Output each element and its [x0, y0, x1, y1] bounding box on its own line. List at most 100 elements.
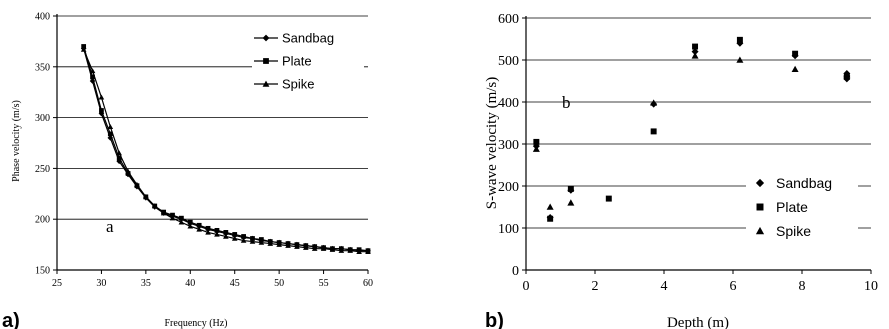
panel-b-legend-marker-plate	[756, 203, 764, 211]
panel-a-y-tick-label: 350	[35, 62, 50, 73]
panel-a-x-tick-label: 60	[363, 278, 373, 289]
panel-b-point-plate	[567, 185, 574, 192]
panel-b-legend-marker-sandbag	[755, 178, 765, 188]
panel-b-y-tick-label: 200	[498, 180, 519, 195]
panel-a-point-plate	[99, 108, 104, 113]
panel-a-point-sandbag	[107, 135, 114, 141]
panel-b-point-spike	[650, 99, 658, 106]
panel-a-point-spike	[169, 215, 176, 221]
panel-a-y-tick-label: 400	[35, 12, 50, 23]
panel-a-point-spike	[214, 231, 220, 237]
panel-b-point-plate	[547, 215, 554, 222]
panel-a-legend-box	[252, 24, 364, 100]
panel-a-point-plate	[232, 232, 238, 237]
panel-a-point-spike	[116, 150, 122, 156]
panel-a-legend-marker-spike	[262, 80, 270, 87]
panel-a-point-spike	[276, 241, 282, 247]
panel-a-y-tick-label: 200	[35, 215, 50, 226]
panel-b-y-tick-label: 0	[512, 264, 519, 279]
panel-b-point-plate	[605, 195, 612, 202]
panel-a-point-spike	[80, 46, 87, 52]
panel-b-label: b)	[485, 310, 504, 329]
panel-b-x-tick-label: 10	[864, 279, 878, 294]
panel-a-y-axis-label: Phase velocity (m/s)	[11, 100, 22, 182]
panel-b-x-axis-label: Depth (m)	[667, 315, 729, 329]
panel-a-x-tick-label: 50	[274, 278, 284, 289]
panel-b-y-tick-label: 100	[498, 222, 519, 237]
panel-a-legend-label-spike: Spike	[282, 77, 315, 92]
panel-a-point-spike	[187, 223, 194, 229]
panel-b-y-tick-label: 500	[498, 54, 519, 69]
panel-a-point-spike	[107, 123, 114, 129]
panel-b-y-tick-label: 400	[498, 96, 519, 111]
panel-a-legend-marker-sandbag	[262, 34, 270, 42]
panel-a-point-spike	[231, 235, 238, 241]
panel-b-legend-marker-spike	[755, 226, 765, 235]
panel-a-point-spike	[320, 245, 327, 251]
panel-a-point-spike	[143, 194, 149, 200]
panel-a-point-spike	[178, 219, 185, 225]
panel-b-x-tick-label: 6	[730, 279, 737, 294]
panel-a-point-spike	[356, 248, 362, 254]
panel-a-point-plate	[116, 155, 122, 161]
panel-a-x-axis-label: Frequency (Hz)	[164, 318, 227, 329]
panel-a-point-spike	[151, 203, 158, 209]
panel-b-x-tick-label: 0	[523, 279, 530, 294]
panel-a-point-plate	[205, 225, 211, 231]
panel-a-legend-marker-plate	[263, 58, 269, 64]
panel-b-legend-label-spike: Spike	[776, 223, 811, 239]
panel-a-point-plate	[187, 219, 193, 225]
panel-b-annotation: b	[562, 93, 571, 112]
panel-a-point-spike	[205, 229, 211, 235]
panel-b-legend-label-sandbag: Sandbag	[776, 175, 832, 191]
panel-a-point-plate	[170, 212, 175, 218]
panel-b-legend-label-plate: Plate	[776, 199, 808, 215]
panel-a-point-spike	[258, 239, 265, 245]
panel-a-point-plate	[196, 222, 202, 228]
panel-a-point-spike	[196, 226, 202, 232]
panel-a-point-spike	[160, 210, 167, 216]
panel-a-x-tick-label: 40	[185, 278, 195, 289]
panel-b-point-spike	[691, 52, 699, 59]
panel-a-point-spike	[89, 68, 96, 74]
panel-a-point-spike	[285, 242, 291, 248]
panel-b-point-spike	[736, 56, 744, 63]
panel-a-annotation: a	[106, 217, 114, 236]
panel-a-point-spike	[329, 246, 336, 252]
panel-a-point-plate	[90, 74, 95, 80]
panel-b-point-sandbag	[691, 48, 699, 56]
panel-a-point-spike	[338, 247, 345, 253]
panel-a-label: a)	[2, 310, 20, 329]
panel-a-point-plate	[81, 44, 87, 49]
panel-a-point-spike	[134, 181, 140, 187]
panel-a-y-tick-label: 250	[35, 164, 50, 175]
panel-a-x-tick-label: 30	[96, 278, 106, 289]
panel-b-point-plate	[533, 138, 540, 145]
panel-a-point-plate	[214, 227, 220, 233]
panel-b-point-plate	[736, 36, 743, 43]
panel-b-point-spike	[791, 65, 799, 73]
panel-b-x-tick-label: 8	[799, 279, 806, 294]
panel-a-point-spike	[223, 233, 229, 239]
panel-a-point-spike	[347, 247, 354, 253]
panel-b-y-tick-label: 300	[498, 138, 519, 153]
panel-a-point-plate	[107, 131, 113, 137]
panel-a-x-tick-label: 55	[319, 278, 329, 289]
panel-b-y-axis-label: S-wave velocity (m/s)	[484, 77, 500, 209]
panel-a-y-tick-label: 300	[35, 113, 50, 124]
panel-b-x-tick-label: 2	[592, 279, 599, 294]
panel-a-x-tick-label: 25	[52, 278, 62, 289]
panel-a-point-spike	[365, 248, 371, 254]
panel-a-point-plate	[241, 234, 246, 239]
panel-b-point-spike	[843, 71, 851, 78]
panel-a-x-tick-label: 45	[230, 278, 240, 289]
panel-a-y-tick-label: 150	[35, 266, 50, 277]
panel-a-point-plate	[258, 237, 264, 242]
panel-b-point-spike	[546, 203, 554, 210]
panel-a-point-spike	[98, 94, 105, 100]
panel-a-point-plate	[250, 236, 255, 241]
panel-a-point-plate	[179, 215, 184, 221]
panel-a-point-plate	[223, 230, 229, 235]
panel-a-point-spike	[125, 168, 131, 174]
